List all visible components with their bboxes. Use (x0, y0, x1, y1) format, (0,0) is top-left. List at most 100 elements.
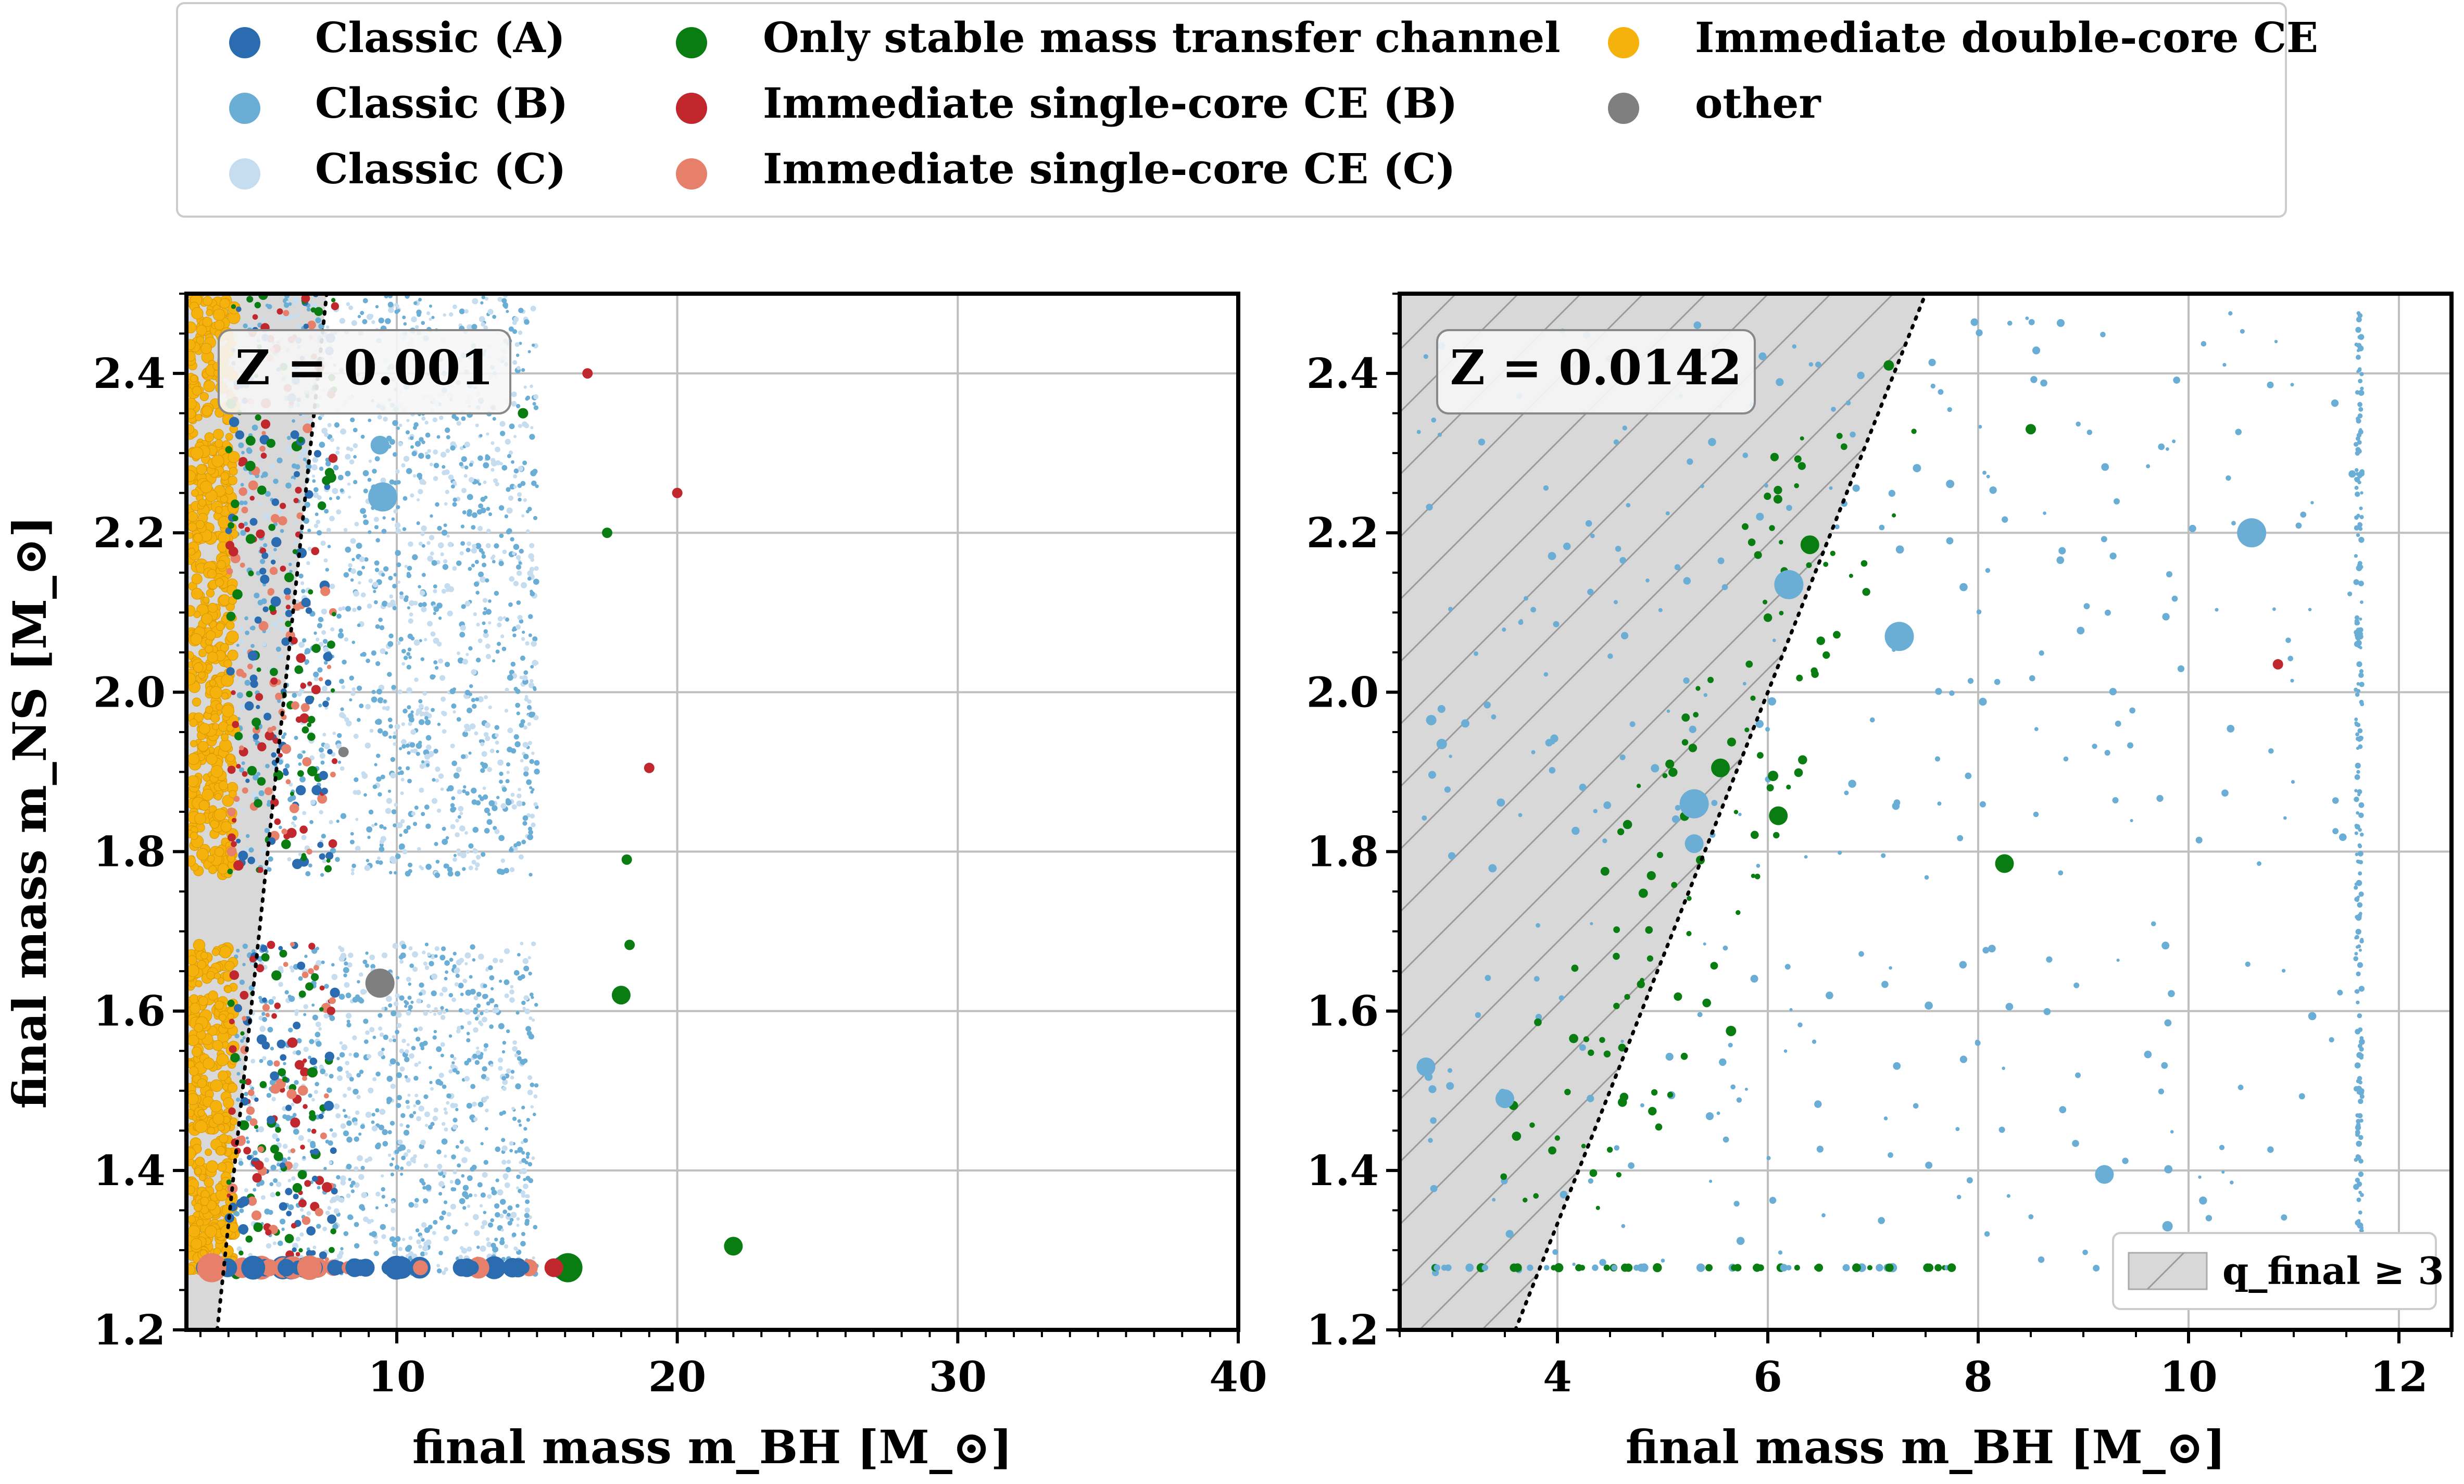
scatter-point (405, 1077, 411, 1083)
scatter-point (295, 1050, 301, 1055)
scatter-point (525, 397, 529, 401)
scatter-point (464, 689, 471, 696)
scatter-point (2358, 581, 2364, 587)
scatter-point (412, 822, 418, 826)
scatter-point (214, 320, 225, 331)
scatter-point (461, 487, 467, 494)
scatter-point (400, 791, 404, 795)
scatter-point (349, 698, 353, 702)
scatter-point (455, 871, 461, 877)
scatter-point (1959, 1055, 1967, 1063)
scatter-point (295, 785, 306, 796)
scatter-point (492, 560, 496, 563)
scatter-point (509, 867, 515, 873)
scatter-point (505, 438, 511, 445)
scatter-point (433, 1219, 438, 1225)
scatter-point (253, 1150, 258, 1156)
scatter-point (396, 1023, 402, 1028)
scatter-point (408, 655, 412, 659)
highlighted-point (1679, 789, 1709, 819)
scatter-point (421, 760, 425, 764)
scatter-point (240, 483, 244, 487)
scatter-point (279, 825, 282, 829)
scatter-point (322, 638, 328, 644)
scatter-point (394, 309, 399, 314)
scatter-point (1849, 573, 1853, 578)
scatter-point (1603, 801, 1612, 809)
scatter-point (535, 484, 539, 488)
scatter-point (508, 602, 513, 607)
scatter-point (452, 687, 456, 691)
scatter-point (501, 1160, 507, 1165)
scatter-point (2358, 802, 2365, 808)
scatter-point (479, 434, 483, 437)
scatter-point (444, 1154, 447, 1158)
scatter-point (2358, 812, 2364, 819)
scatter-point (250, 625, 256, 631)
scatter-point (1925, 1001, 1933, 1010)
scatter-point (1830, 550, 1836, 556)
scatter-point (349, 459, 355, 464)
scatter-point (526, 779, 532, 785)
scatter-point (187, 775, 199, 787)
scatter-point (421, 416, 426, 421)
scatter-point (429, 1066, 432, 1070)
scatter-point (1618, 1043, 1626, 1052)
scatter-point (499, 979, 502, 983)
scatter-point (312, 1014, 319, 1021)
scatter-point (441, 696, 446, 702)
scatter-point (298, 454, 304, 459)
scatter-point (2077, 626, 2085, 635)
scatter-point (249, 1084, 253, 1088)
scatter-point (523, 385, 527, 389)
scatter-point (2354, 641, 2360, 647)
scatter-point (1755, 720, 1764, 728)
scatter-point (265, 1012, 270, 1017)
scatter-point (509, 576, 515, 582)
scatter-point (336, 613, 342, 619)
scatter-point (491, 1189, 497, 1196)
scatter-point (2267, 1146, 2274, 1153)
scatter-point (238, 767, 245, 773)
scatter-point (233, 796, 240, 802)
scatter-point (1666, 709, 1670, 713)
scatter-point (507, 1213, 511, 1217)
scatter-point (198, 723, 210, 735)
scatter-point (1552, 1249, 1558, 1255)
scatter-point (1831, 407, 1836, 412)
scatter-point (516, 1217, 520, 1221)
scatter-point (513, 581, 519, 586)
scatter-point (412, 474, 417, 478)
scatter-point (371, 1125, 378, 1131)
scatter-point (385, 808, 392, 814)
scatter-point (381, 1048, 385, 1051)
scatter-point (1687, 458, 1693, 465)
scatter-point (340, 1175, 346, 1181)
scatter-point (462, 1185, 469, 1191)
scatter-point (2356, 746, 2360, 750)
scatter-point (240, 530, 246, 536)
scatter-point (375, 661, 381, 666)
scatter-point (425, 863, 432, 870)
scatter-point (420, 532, 425, 536)
scatter-point (524, 1218, 530, 1224)
scatter-point (452, 497, 457, 502)
scatter-point (357, 1156, 361, 1161)
scatter-point (429, 535, 435, 540)
scatter-point (315, 1208, 323, 1216)
scatter-point (2358, 986, 2365, 992)
scatter-point (425, 763, 430, 767)
scatter-point (309, 1039, 315, 1045)
scatter-point (375, 1206, 379, 1210)
scatter-point (440, 1005, 444, 1010)
scatter-point (458, 806, 464, 812)
scatter-point (438, 1250, 443, 1255)
scatter-point (516, 1203, 520, 1208)
scatter-point (242, 1036, 246, 1040)
scatter-point (1967, 678, 1974, 684)
scatter-point (485, 1076, 490, 1081)
scatter-point (488, 621, 492, 625)
scatter-point (477, 1182, 483, 1188)
scatter-point (416, 751, 420, 756)
scatter-point (326, 472, 336, 483)
